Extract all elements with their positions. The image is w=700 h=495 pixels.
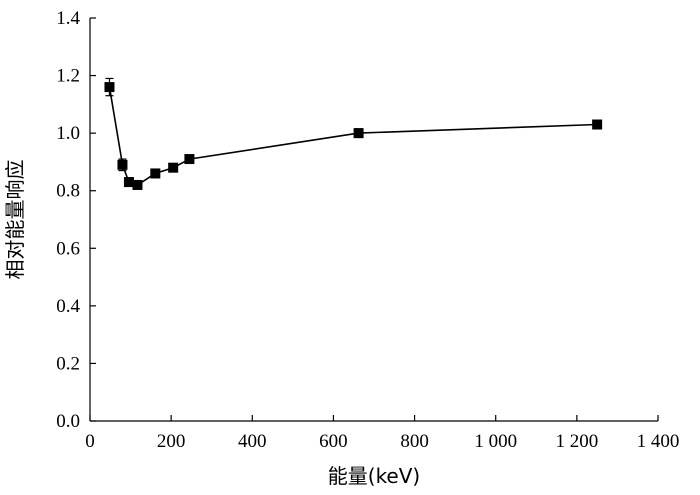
x-tick-label-7: 1 400 <box>637 431 680 452</box>
axes <box>89 18 658 422</box>
data-point-2 <box>123 177 134 188</box>
x-axis-title: 能量(keV) <box>328 464 420 488</box>
data-point-7 <box>353 128 364 139</box>
y-tick-label-7: 1.4 <box>56 8 80 29</box>
ticks: 0 200 400 600 800 1 000 1 200 1 400 0.0 0.2 0.4 0.6… <box>56 8 679 452</box>
x-tick-label-2: 400 <box>238 431 267 452</box>
data-point-3 <box>132 179 143 190</box>
y-axis-title: 相对能量响应 <box>3 160 27 280</box>
y-tick-label-3: 0.6 <box>56 238 80 259</box>
y-tick-label-5: 1.0 <box>56 123 80 144</box>
data-point-0 <box>104 82 115 93</box>
series <box>104 77 603 190</box>
data-point-8 <box>592 119 603 130</box>
x-tick-label-3: 600 <box>319 431 348 452</box>
data-point-1 <box>117 159 128 170</box>
y-tick-label-6: 1.2 <box>56 66 80 87</box>
x-tick-label-1: 200 <box>157 431 186 452</box>
series-0-line <box>108 86 598 186</box>
y-tick-label-4: 0.8 <box>56 181 80 202</box>
data-point-5 <box>168 162 179 173</box>
y-tick-label-0: 0.0 <box>56 411 80 432</box>
y-tick-label-2: 0.4 <box>56 296 80 317</box>
x-tick-label-0: 0 <box>85 431 95 452</box>
x-tick-label-5: 1 000 <box>474 431 517 452</box>
data-point-4 <box>150 168 161 179</box>
data-point-6 <box>184 154 195 165</box>
x-tick-label-6: 1 200 <box>555 431 598 452</box>
y-tick-label-1: 0.2 <box>56 353 80 374</box>
x-tick-label-4: 800 <box>400 431 429 452</box>
